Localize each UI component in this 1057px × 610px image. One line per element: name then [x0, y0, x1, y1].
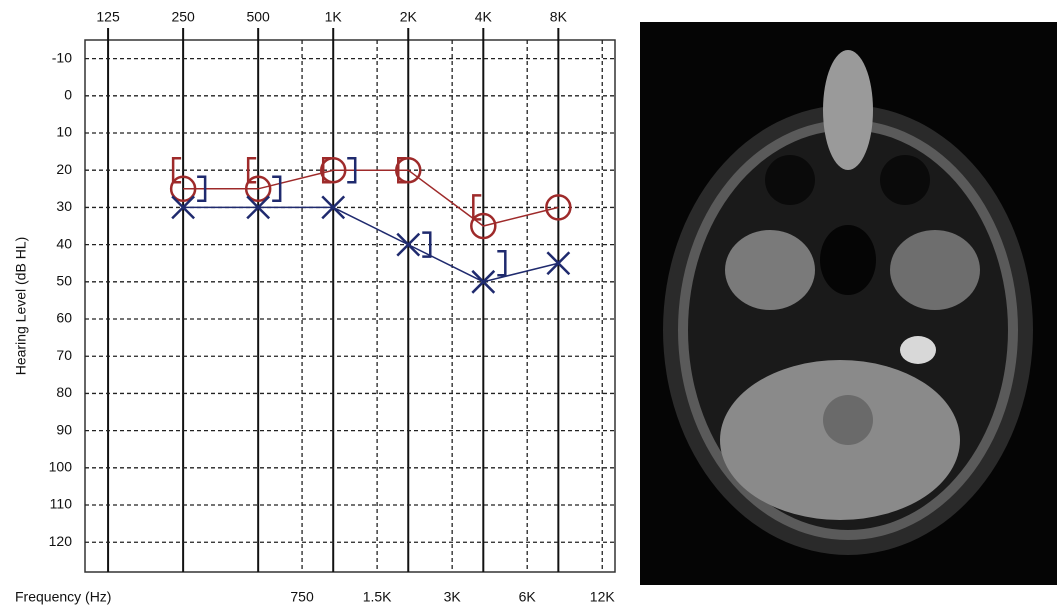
- y-tick-label: 100: [49, 459, 73, 475]
- x2-tick-label: 12K: [590, 589, 616, 605]
- y-tick-label: 10: [56, 124, 72, 140]
- y-tick-label: 80: [56, 384, 72, 400]
- y-tick-label: 60: [56, 310, 72, 326]
- mri-image: [640, 22, 1057, 585]
- x-tick-label: 500: [246, 9, 270, 25]
- y-tick-label: 120: [49, 533, 73, 549]
- y-tick-label: 20: [56, 161, 72, 177]
- y-tick-label: 110: [50, 496, 73, 512]
- x-tick-label: 250: [171, 9, 195, 25]
- plot-frame: [85, 40, 615, 572]
- marker-part: [272, 177, 280, 201]
- y-axis-label: Hearing Level (dB HL): [13, 237, 29, 376]
- y-tick-label: 50: [56, 273, 72, 289]
- y-tick-label: 0: [64, 87, 72, 103]
- x2-tick-label: 750: [290, 589, 314, 605]
- figure: Hearing Level (dB HL) Frequency (Hz) 125…: [0, 0, 1057, 610]
- data-point: [272, 177, 280, 201]
- x-tick-label: 1K: [325, 9, 343, 25]
- y-tick-label: 30: [56, 198, 72, 214]
- marker-part: [497, 251, 505, 275]
- x-tick-label: 4K: [475, 9, 493, 25]
- y-tick-label: 40: [56, 235, 72, 251]
- y-tick-label: 90: [56, 421, 72, 437]
- x-tick-label: 2K: [400, 9, 418, 25]
- x2-tick-label: 3K: [444, 589, 462, 605]
- x-tick-label: 125: [96, 9, 120, 25]
- y-tick-label: 70: [56, 347, 72, 363]
- y-tick-label: -10: [52, 49, 72, 65]
- x2-tick-label: 1.5K: [363, 589, 392, 605]
- data-point: [497, 251, 505, 275]
- x2-tick-label: 6K: [519, 589, 537, 605]
- series-line: [183, 170, 558, 226]
- x-tick-label: 8K: [550, 9, 568, 25]
- x-axis-label: Frequency (Hz): [15, 589, 111, 605]
